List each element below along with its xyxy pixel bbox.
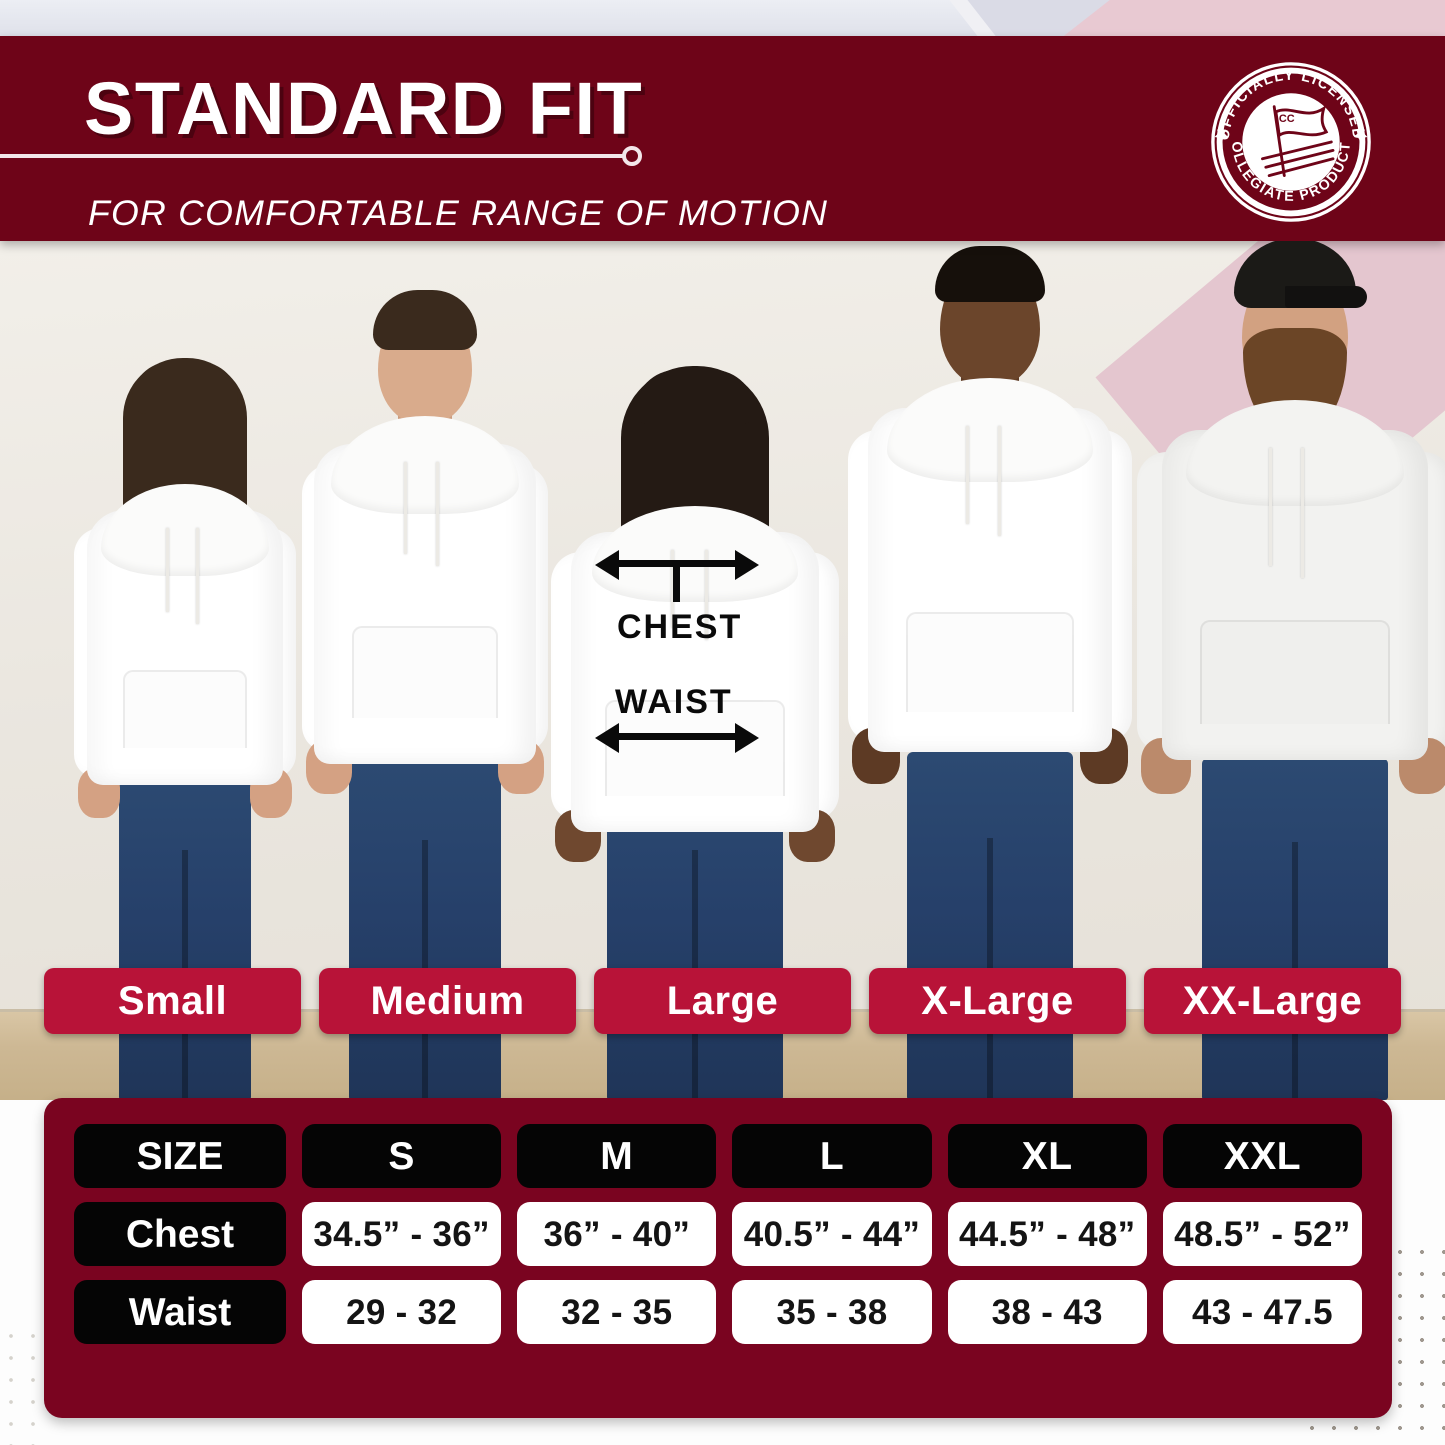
- size-pill-large[interactable]: Large: [594, 968, 851, 1034]
- chest-value-l: 40.5” - 44”: [732, 1202, 932, 1266]
- chest-arrow-left-head: [595, 550, 619, 580]
- size-pill-medium[interactable]: Medium: [319, 968, 576, 1034]
- waist-measure-annotation: WAIST: [595, 683, 760, 753]
- waist-value-m: 32 - 35: [517, 1280, 717, 1344]
- header-band: STANDARD FIT FOR COMFORTABLE RANGE OF MO…: [0, 36, 1445, 241]
- models-photo: CHEST WAIST: [0, 241, 1445, 1100]
- size-pill-label: X-Large: [921, 979, 1074, 1023]
- hoodie-pocket: [906, 612, 1074, 712]
- model-jeans: [119, 770, 251, 1100]
- row-label-waist: Waist: [74, 1280, 286, 1344]
- chest-value-s: 34.5” - 36”: [302, 1202, 502, 1266]
- chest-measure-annotation: CHEST: [595, 546, 760, 646]
- hood-drawstring-left: [166, 528, 169, 612]
- model-medium: [290, 241, 560, 1100]
- table-row: Waist 29 - 32 32 - 35 35 - 38 38 - 43 43…: [74, 1280, 1363, 1344]
- size-pill-small[interactable]: Small: [44, 968, 301, 1034]
- model-hair: [373, 290, 477, 350]
- table-header-s: S: [302, 1124, 502, 1188]
- model-jeans: [907, 752, 1073, 1100]
- size-pill-label: Medium: [370, 979, 525, 1023]
- officially-licensed-seal-icon: OFFICIALLY LICENSED COLLEGIATE PRODUCTS …: [1207, 58, 1371, 222]
- hood-drawstring-left: [404, 462, 407, 554]
- size-pill-xxlarge[interactable]: XX-Large: [1144, 968, 1401, 1034]
- chest-arrow-line: [617, 560, 735, 567]
- hood-drawstring-right: [705, 550, 708, 640]
- size-pill-label: Small: [117, 979, 228, 1023]
- hoodie-pocket: [1200, 620, 1390, 724]
- hoodie-pocket: [123, 670, 247, 748]
- hood-drawstring-left: [671, 550, 674, 628]
- size-pill-label: Large: [666, 979, 779, 1023]
- waist-value-xxl: 43 - 47.5: [1162, 1280, 1363, 1344]
- hoodie-hood: [331, 416, 519, 514]
- waist-value-l: 35 - 38: [732, 1280, 932, 1344]
- table-header-row: SIZE S M L XL XXL: [74, 1124, 1363, 1188]
- hood-drawstring-right: [196, 528, 199, 624]
- cap-brim: [1285, 286, 1367, 308]
- decor-dot-grid-bottom-left: [0, 1325, 44, 1445]
- table-header-l: L: [732, 1124, 932, 1188]
- waist-arrow-right-head: [735, 723, 759, 753]
- waist-arrow-left-head: [595, 723, 619, 753]
- model-bangs: [132, 362, 238, 414]
- chest-value-m: 36” - 40”: [517, 1202, 717, 1266]
- hood-drawstring-left: [966, 426, 969, 524]
- measurements-table: SIZE S M L XL XXL Chest 34.5” - 36” 36” …: [44, 1098, 1392, 1418]
- table-header-m: M: [517, 1124, 717, 1188]
- chest-value-xl: 44.5” - 48”: [947, 1202, 1147, 1266]
- table-row: Chest 34.5” - 36” 36” - 40” 40.5” - 44” …: [74, 1202, 1363, 1266]
- row-label-chest: Chest: [74, 1202, 286, 1266]
- hood-drawstring-left: [1269, 448, 1272, 566]
- table-header-size: SIZE: [74, 1124, 286, 1188]
- size-pill-xlarge[interactable]: X-Large: [869, 968, 1126, 1034]
- model-large: [545, 270, 845, 1100]
- seal-flag-text: CC: [1279, 113, 1295, 125]
- model-hair: [935, 246, 1045, 302]
- chest-arrow-right-head: [735, 550, 759, 580]
- size-label-row: Small Medium Large X-Large XX-Large: [0, 968, 1445, 1034]
- waist-value-xl: 38 - 43: [947, 1280, 1147, 1344]
- table-header-xl: XL: [947, 1124, 1147, 1188]
- waist-value-s: 29 - 32: [302, 1280, 502, 1344]
- title-rule: [0, 154, 628, 158]
- chest-value-xxl: 48.5” - 52”: [1162, 1202, 1363, 1266]
- page-subtitle: FOR COMFORTABLE RANGE OF MOTION: [88, 194, 829, 233]
- waist-label: WAIST: [615, 683, 733, 721]
- model-jeans: [1202, 758, 1388, 1100]
- model-small: [60, 270, 310, 1100]
- waist-arrow-line: [617, 733, 735, 740]
- chest-tick: [673, 564, 680, 602]
- table-header-xxl: XXL: [1162, 1124, 1363, 1188]
- size-pill-label: XX-Large: [1182, 979, 1363, 1023]
- hoodie-pocket: [352, 626, 498, 718]
- title-rule-endpoint-dot: [622, 146, 642, 166]
- hoodie-hood: [1186, 400, 1404, 506]
- model-xlarge: [840, 241, 1140, 1100]
- hoodie-hood: [887, 378, 1093, 482]
- hood-drawstring-right: [1301, 448, 1304, 578]
- page-title: STANDARD FIT: [84, 67, 644, 150]
- model-hair-top: [635, 370, 755, 424]
- chest-label: CHEST: [617, 608, 743, 646]
- hood-drawstring-right: [998, 426, 1001, 536]
- model-jeans: [349, 760, 501, 1100]
- hood-drawstring-right: [436, 462, 439, 566]
- model-xxlarge: [1135, 241, 1445, 1100]
